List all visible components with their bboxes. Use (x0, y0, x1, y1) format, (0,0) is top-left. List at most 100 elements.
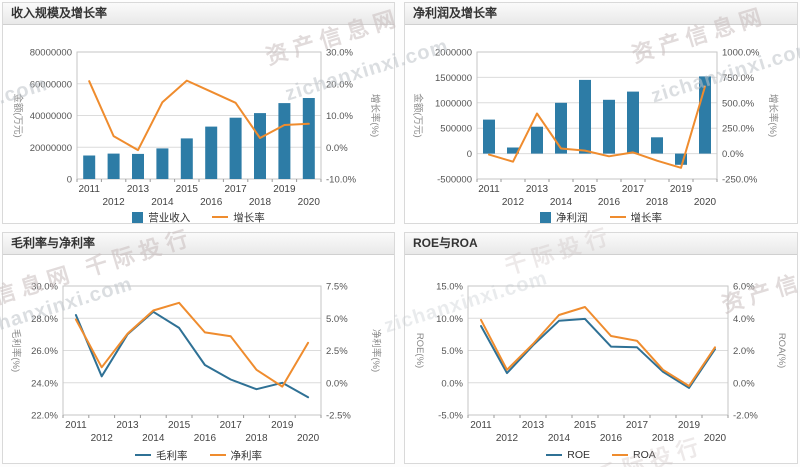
svg-text:80000000: 80000000 (30, 48, 72, 59)
svg-text:0.0%: 0.0% (441, 378, 463, 389)
revenue-growth-chart: 0 20000000 40000000 60000000 80000000 -10.0% 0… (12, 48, 381, 209)
svg-text:15.0%: 15.0% (436, 282, 463, 293)
legend-square-marker (540, 211, 551, 223)
svg-text:2015: 2015 (176, 184, 199, 195)
svg-text:20000000: 20000000 (30, 143, 72, 154)
svg-text:2012: 2012 (102, 197, 125, 208)
panel-title: ROE与ROA (413, 236, 478, 250)
svg-text:26.0%: 26.0% (31, 346, 58, 357)
svg-text:0.0%: 0.0% (733, 378, 755, 389)
legend-label: 净利润 (556, 211, 588, 224)
panel-roe-roa: ROE与ROA -5.0% 0.0% 5.0% 10.0% 15.0% -2.0% 0.0%… (404, 232, 798, 464)
svg-text:-500000: -500000 (437, 175, 472, 186)
panel-title: 收入规模及增长率 (11, 6, 108, 20)
legend-line-marker (209, 454, 226, 456)
svg-text:10.0%: 10.0% (436, 314, 463, 325)
svg-text:金额(万元): 金额(万元) (412, 93, 424, 137)
svg-text:24.0%: 24.0% (31, 378, 58, 389)
legend-label: ROA (633, 449, 656, 461)
svg-text:2019: 2019 (271, 420, 294, 431)
svg-text:2011: 2011 (478, 184, 500, 195)
svg-text:2013: 2013 (127, 184, 150, 195)
svg-text:2016: 2016 (600, 433, 623, 444)
legend-square-marker (132, 211, 144, 223)
svg-text:2020: 2020 (297, 433, 320, 444)
legend-line-marker (546, 454, 563, 456)
legend-line-marker (135, 454, 151, 456)
chart-legend: 净利润 增长率 (405, 209, 797, 225)
svg-text:2015: 2015 (574, 420, 597, 431)
legend-label: 净利率 (230, 449, 263, 462)
svg-text:2013: 2013 (116, 420, 139, 431)
legend-label: 增长率 (630, 211, 663, 224)
svg-text:-2.0%: -2.0% (733, 411, 758, 422)
svg-text:2014: 2014 (142, 433, 165, 444)
legend-item: 净利率 (209, 448, 263, 463)
svg-text:毛利率(%): 毛利率(%) (10, 329, 22, 372)
legend-item: 增长率 (609, 210, 663, 225)
svg-text:ROE(%): ROE(%) (414, 333, 425, 368)
svg-text:2018: 2018 (652, 433, 675, 444)
svg-text:-10.0%: -10.0% (326, 175, 357, 186)
svg-text:6.0%: 6.0% (733, 282, 755, 293)
legend-line-marker (612, 454, 628, 456)
panel-header: ROE与ROA (405, 233, 797, 255)
svg-text:2019: 2019 (273, 184, 296, 195)
chart-legend: 营业收入 增长率 (3, 209, 394, 225)
svg-text:增长率(%): 增长率(%) (767, 94, 779, 137)
svg-text:-2.5%: -2.5% (326, 411, 351, 422)
svg-text:2000000: 2000000 (435, 48, 472, 59)
svg-text:-5.0%: -5.0% (438, 411, 463, 422)
legend-item: ROA (612, 449, 656, 461)
svg-text:2016: 2016 (194, 433, 217, 444)
svg-text:1000.0%: 1000.0% (722, 48, 760, 59)
svg-text:2017: 2017 (220, 420, 243, 431)
svg-text:2013: 2013 (526, 184, 549, 195)
svg-text:40000000: 40000000 (30, 111, 72, 122)
svg-text:1000000: 1000000 (435, 98, 472, 109)
svg-text:22.0%: 22.0% (31, 411, 58, 422)
svg-text:0.0%: 0.0% (722, 149, 744, 160)
svg-text:2012: 2012 (496, 433, 519, 444)
svg-text:2018: 2018 (245, 433, 268, 444)
legend-label: 毛利率 (156, 449, 188, 462)
panel-header: 收入规模及增长率 (3, 3, 394, 25)
legend-line-marker (212, 216, 229, 218)
legend-label: 营业收入 (148, 211, 191, 224)
svg-text:7.5%: 7.5% (326, 282, 348, 293)
svg-text:2012: 2012 (91, 433, 114, 444)
svg-text:2019: 2019 (678, 420, 701, 431)
legend-label: ROE (567, 449, 590, 461)
svg-text:2016: 2016 (598, 197, 621, 208)
svg-text:2016: 2016 (200, 197, 223, 208)
svg-text:2017: 2017 (622, 184, 645, 195)
svg-text:2015: 2015 (168, 420, 191, 431)
svg-text:2015: 2015 (574, 184, 597, 195)
svg-text:2017: 2017 (224, 184, 247, 195)
svg-text:增长率(%): 增长率(%) (369, 94, 381, 137)
svg-text:0: 0 (467, 149, 472, 160)
svg-text:2014: 2014 (550, 197, 573, 208)
svg-text:500000: 500000 (440, 124, 472, 135)
svg-text:28.0%: 28.0% (31, 314, 58, 325)
svg-text:30.0%: 30.0% (326, 48, 353, 59)
svg-text:ROA(%): ROA(%) (776, 333, 787, 368)
svg-text:5.0%: 5.0% (326, 314, 348, 325)
legend-line-marker (609, 216, 626, 218)
svg-text:5.0%: 5.0% (441, 346, 463, 357)
panel-netprofit-growth: 净利润及增长率 -500000 0 500000 1000000 1500000 2000… (404, 2, 798, 224)
svg-text:金额(万元): 金额(万元) (12, 93, 24, 137)
svg-text:净利率(%): 净利率(%) (370, 329, 382, 372)
svg-text:0.0%: 0.0% (326, 378, 348, 389)
svg-text:2012: 2012 (502, 197, 525, 208)
panel-header: 毛利率与净利率 (3, 233, 394, 255)
chart-legend: ROE ROA (405, 447, 797, 463)
svg-text:30.0%: 30.0% (31, 282, 58, 293)
panel-header: 净利润及增长率 (405, 3, 797, 25)
legend-item: 营业收入 (132, 210, 190, 225)
svg-text:2018: 2018 (249, 197, 272, 208)
netprofit-growth-chart: -500000 0 500000 1000000 1500000 2000000 -250.… (412, 48, 779, 209)
svg-text:2014: 2014 (151, 197, 174, 208)
svg-text:250.0%: 250.0% (722, 124, 755, 135)
